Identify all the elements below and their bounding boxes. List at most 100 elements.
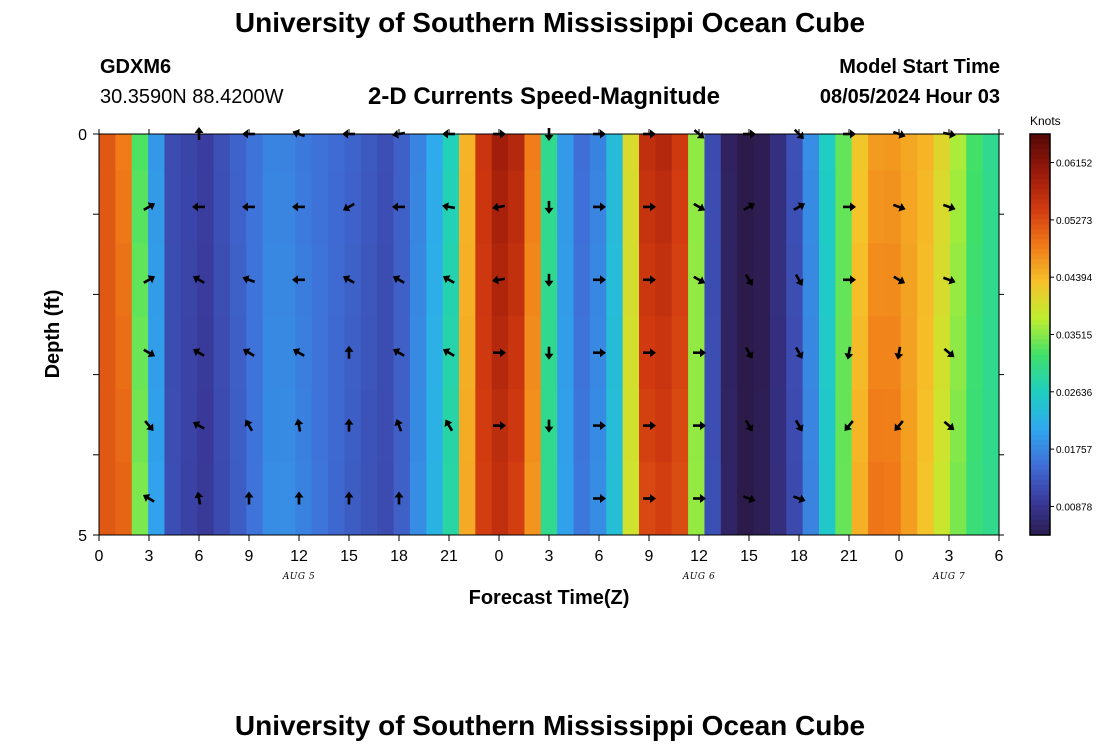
colorbar-segment: [1030, 369, 1050, 376]
colorbar-segment: [1030, 454, 1050, 461]
heatmap-cell: [900, 134, 918, 171]
current-arrow: [392, 275, 405, 284]
heatmap-cell: [786, 462, 804, 536]
heatmap-cell: [426, 462, 444, 536]
current-arrow: [942, 203, 956, 212]
heatmap-cell: [851, 134, 869, 171]
heatmap-cell: [409, 170, 427, 244]
heatmap-cell: [197, 243, 215, 317]
current-arrow: [292, 348, 305, 357]
heatmap-cell: [131, 389, 149, 463]
axes: 0 3 6 9 12 15 18 21 0 3 6 9 12 15 18 21 0 3 6 AUG 5 AUG 6 AUG…: [78, 127, 1004, 582]
heatmap-cell: [720, 170, 738, 244]
heatmap-cell: [459, 170, 476, 244]
colorbar-segment: [1030, 404, 1050, 411]
heatmap-cell: [475, 243, 493, 317]
heatmap-cell: [148, 243, 166, 317]
current-arrow: [843, 202, 856, 212]
heatmap-cell: [311, 316, 329, 390]
colorbar-segment: [1030, 529, 1050, 536]
current-arrow: [843, 275, 856, 285]
heatmap-cell: [393, 243, 411, 317]
heatmap-cell: [884, 389, 902, 463]
heatmap-cell: [148, 316, 166, 390]
current-arrow: [744, 346, 754, 359]
heatmap-cell: [360, 389, 378, 463]
x-tick-label: 6: [195, 548, 204, 565]
x-tick-label: 12: [690, 548, 708, 565]
heatmap-cell: [851, 316, 869, 390]
heatmap-cell: [606, 462, 624, 536]
heatmap-cell: [949, 389, 967, 463]
heatmap-cell: [557, 316, 575, 390]
colorbar-tick-label: 0.00878: [1056, 502, 1093, 513]
heatmap-cell: [704, 243, 722, 317]
current-arrow: [444, 419, 454, 432]
heatmap-cell: [213, 170, 231, 244]
colorbar-tick-label: 0.02636: [1056, 388, 1093, 399]
heatmap-cell: [900, 243, 918, 317]
heatmap-cell: [442, 462, 460, 536]
colorbar-segment: [1030, 264, 1050, 270]
heatmap-cell: [229, 170, 247, 244]
heatmap-cell: [131, 462, 149, 536]
heatmap-cell: [197, 170, 215, 244]
heatmap-cell: [377, 462, 395, 536]
heatmap-cell: [508, 170, 526, 244]
heatmap-cell: [720, 243, 738, 317]
heatmap-cell: [262, 243, 280, 317]
heatmap-cell: [737, 389, 755, 463]
colorbar-segment: [1030, 344, 1050, 351]
current-arrow: [593, 494, 606, 503]
heatmap-cell: [622, 243, 640, 317]
heatmap-cell: [115, 170, 133, 244]
heatmap-cell: [442, 389, 460, 463]
heatmap-cell: [769, 170, 787, 244]
heatmap-cell: [933, 170, 951, 244]
heatmap-cell: [229, 134, 247, 171]
colorbar-segment: [1030, 254, 1050, 260]
colorbar-segment: [1030, 409, 1050, 416]
heatmap-cell: [671, 462, 689, 536]
current-arrow: [392, 348, 405, 357]
heatmap-cell: [671, 389, 689, 463]
heatmap-cell: [442, 134, 460, 171]
colorbar-segment: [1030, 339, 1050, 346]
heatmap-cell: [328, 243, 346, 317]
heatmap-cell: [377, 389, 395, 463]
colorbar-segment: [1030, 319, 1050, 326]
heatmap-cell: [246, 134, 264, 171]
current-arrow: [192, 275, 205, 284]
current-arrow: [242, 202, 255, 212]
heatmap-cell: [131, 316, 149, 390]
heatmap-cell: [917, 134, 935, 171]
heatmap-cell: [933, 462, 951, 536]
heatmap-cell: [966, 170, 984, 244]
current-arrow: [442, 348, 455, 357]
colorbar-segment: [1030, 504, 1050, 511]
colorbar-segment: [1030, 514, 1050, 521]
heatmap-cell: [622, 462, 640, 536]
heatmap-cell: [246, 243, 264, 317]
heatmap-cell: [819, 134, 836, 171]
heatmap-cell: [868, 316, 886, 390]
heatmap-cell: [835, 389, 853, 463]
heatmap-cell: [982, 316, 1000, 390]
heatmap-cell: [393, 389, 411, 463]
heatmap-cell: [180, 134, 198, 171]
x-tick-label: 21: [440, 548, 458, 565]
heatmap-cell: [459, 316, 476, 390]
heatmap-cell: [949, 243, 967, 317]
current-arrow: [743, 202, 756, 212]
current-arrow: [794, 419, 804, 432]
current-arrow: [593, 421, 606, 431]
heatmap-cell: [229, 316, 247, 390]
heatmap-cell: [328, 170, 346, 244]
heatmap-cell: [671, 316, 689, 390]
heatmap-cell: [884, 134, 902, 171]
heatmap-cell: [557, 243, 575, 317]
heatmap-cell: [786, 243, 804, 317]
heatmap-cell: [475, 170, 493, 244]
colorbar-segment: [1030, 329, 1050, 336]
heatmap-cell: [360, 316, 378, 390]
